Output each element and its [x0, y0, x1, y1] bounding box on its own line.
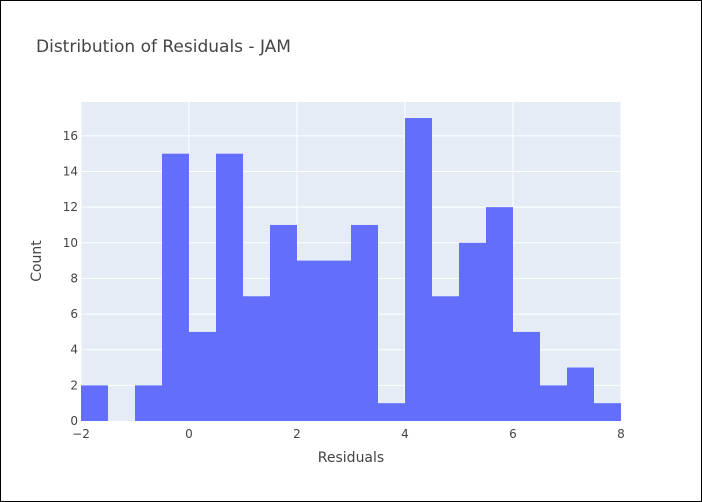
y-tick-label: 12: [63, 200, 78, 214]
histogram-bar: [81, 385, 108, 421]
histogram-bar: [432, 296, 459, 421]
y-tick-label: 0: [70, 414, 78, 428]
x-tick-label: 0: [185, 427, 193, 441]
x-axis-ticks: −2 0 2 4 6 8: [72, 427, 625, 441]
y-tick-label: 10: [63, 236, 78, 250]
y-axis-label: Count: [29, 240, 45, 282]
x-tick-label: 2: [293, 427, 301, 441]
histogram-bar: [324, 260, 351, 421]
x-tick-label: 6: [509, 427, 517, 441]
chart-title: Distribution of Residuals - JAM: [36, 37, 291, 57]
y-tick-label: 2: [70, 378, 78, 392]
histogram-bar: [297, 260, 324, 421]
x-tick-label: −2: [72, 427, 90, 441]
histogram-bar: [540, 385, 567, 421]
histogram-bar: [513, 331, 540, 421]
histogram-bar: [270, 224, 297, 421]
histogram-bars: [81, 118, 621, 421]
histogram-bar: [189, 331, 216, 421]
x-tick-label: 4: [401, 427, 409, 441]
y-tick-label: 8: [70, 271, 78, 285]
x-axis-label: Residuals: [318, 450, 384, 466]
histogram-bar: [243, 296, 270, 421]
histogram-bar: [135, 385, 162, 421]
histogram-bar: [459, 242, 486, 421]
y-tick-label: 16: [63, 129, 78, 143]
histogram-bar: [405, 118, 432, 421]
histogram-bar: [162, 153, 189, 421]
histogram-bar: [378, 403, 405, 421]
y-axis-ticks: 0 2 4 6 8 10 12 14 16: [63, 129, 78, 428]
y-tick-label: 6: [70, 307, 78, 321]
y-tick-label: 14: [63, 165, 78, 179]
histogram-bar: [351, 224, 378, 421]
x-tick-label: 8: [617, 427, 625, 441]
histogram-bar: [216, 153, 243, 421]
histogram-bar: [567, 367, 594, 421]
histogram-bar: [486, 207, 513, 421]
histogram-bar: [594, 403, 621, 421]
y-tick-label: 4: [70, 343, 78, 357]
